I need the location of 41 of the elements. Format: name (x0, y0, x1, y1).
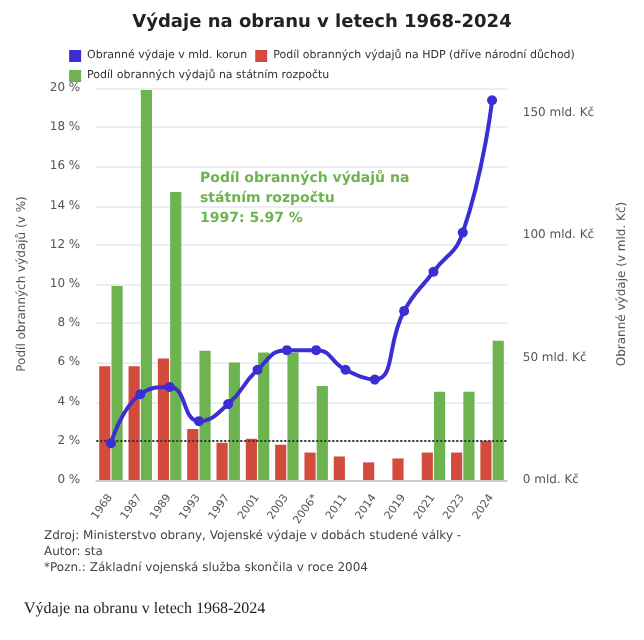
bar (187, 429, 199, 480)
bar (480, 440, 492, 480)
point (487, 95, 498, 106)
point (164, 381, 175, 392)
point (223, 399, 234, 410)
point (369, 374, 380, 385)
bar (199, 350, 211, 480)
bar (157, 358, 170, 480)
bar (392, 458, 404, 480)
chart-title: Výdaje na obranu v letech 1968-2024 (132, 11, 512, 33)
point (105, 438, 116, 449)
bar (99, 366, 111, 480)
bar (128, 366, 140, 480)
bar (140, 89, 152, 480)
bar (451, 452, 463, 480)
point (399, 305, 410, 316)
text: Výdaje na obranu v letech 1968-2024 (24, 599, 266, 617)
bar (111, 285, 123, 480)
point (311, 345, 322, 356)
point (428, 266, 439, 277)
bar (333, 456, 345, 480)
bar (228, 362, 240, 480)
bar (463, 391, 475, 480)
bar (245, 438, 257, 480)
bar (216, 442, 228, 480)
bar (492, 340, 504, 480)
bar (287, 352, 299, 480)
point (340, 364, 351, 375)
bar (363, 462, 375, 480)
bar (275, 444, 287, 480)
point (193, 416, 204, 427)
point (252, 364, 263, 375)
bar (421, 452, 433, 480)
bar (258, 352, 270, 480)
point (135, 389, 146, 400)
point (457, 227, 468, 238)
bar (434, 391, 446, 480)
bar (170, 191, 182, 480)
bar (316, 385, 328, 480)
point (281, 345, 292, 356)
bar (304, 452, 316, 480)
